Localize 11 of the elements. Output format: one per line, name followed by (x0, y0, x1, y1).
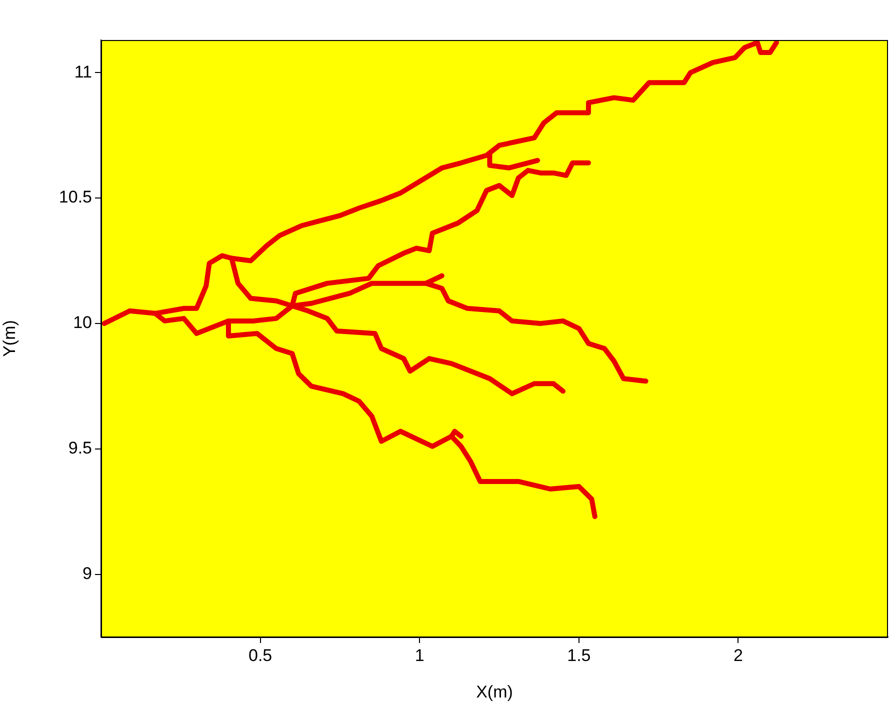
y-tick-label: 10 (73, 313, 92, 332)
x-tick-label: 1.5 (567, 646, 591, 665)
x-tick-label: 1 (414, 646, 424, 665)
x-tick-label: 2 (734, 646, 743, 665)
x-axis-title: X(m) (476, 682, 513, 702)
y-tick-label: 10.5 (58, 188, 92, 207)
y-tick-label: 9.5 (68, 438, 92, 458)
y-tick-label: 9 (82, 564, 92, 583)
x-tick-label: 0.5 (248, 646, 272, 665)
y-axis-title: Y(m) (0, 320, 19, 357)
y-tick-label: 11 (74, 62, 92, 82)
